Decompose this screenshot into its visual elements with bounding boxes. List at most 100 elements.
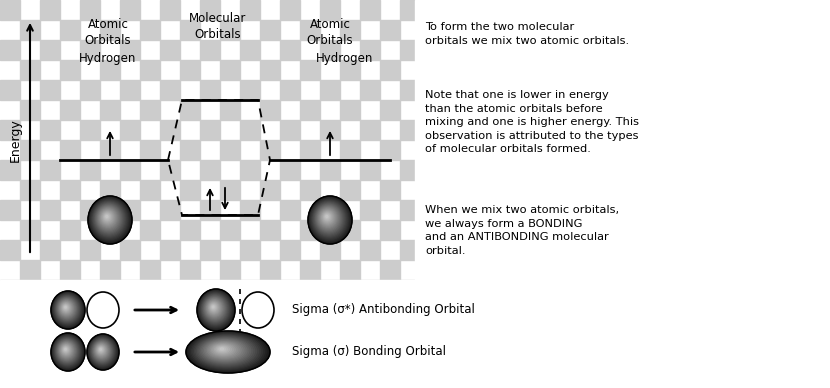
Ellipse shape <box>315 204 342 233</box>
Bar <box>600 0 620 20</box>
Bar <box>780 60 800 80</box>
Bar <box>820 340 830 360</box>
Ellipse shape <box>190 333 264 370</box>
Bar <box>760 40 780 60</box>
Ellipse shape <box>313 202 345 236</box>
Bar <box>80 120 100 140</box>
Ellipse shape <box>94 203 124 235</box>
Bar <box>280 120 300 140</box>
Bar <box>20 380 40 388</box>
Ellipse shape <box>205 298 223 319</box>
Bar <box>0 360 20 380</box>
Ellipse shape <box>104 213 110 221</box>
Ellipse shape <box>65 348 66 350</box>
Bar <box>400 160 420 180</box>
Ellipse shape <box>210 303 217 312</box>
Ellipse shape <box>310 198 349 241</box>
Bar <box>160 160 180 180</box>
Bar <box>300 20 320 40</box>
Bar <box>320 320 340 340</box>
Bar <box>0 80 20 100</box>
Bar <box>720 160 740 180</box>
Bar <box>280 160 300 180</box>
Bar <box>500 260 520 280</box>
Ellipse shape <box>55 338 80 365</box>
Bar <box>580 220 600 240</box>
Bar <box>40 40 60 60</box>
Bar <box>380 60 400 80</box>
Ellipse shape <box>97 206 120 231</box>
Ellipse shape <box>316 205 341 232</box>
Bar <box>380 300 400 320</box>
Ellipse shape <box>321 211 334 224</box>
Bar <box>140 60 160 80</box>
Ellipse shape <box>200 338 251 363</box>
Bar <box>480 360 500 380</box>
Ellipse shape <box>54 294 81 325</box>
Ellipse shape <box>196 336 256 366</box>
Ellipse shape <box>198 291 233 329</box>
Bar <box>660 100 680 120</box>
Bar <box>480 240 500 260</box>
Bar <box>640 120 660 140</box>
Ellipse shape <box>97 345 105 355</box>
Bar <box>420 380 440 388</box>
Bar <box>180 220 200 240</box>
Bar <box>540 300 560 320</box>
Bar <box>760 0 780 20</box>
Bar <box>500 180 520 200</box>
Bar <box>500 340 520 360</box>
Bar <box>580 180 600 200</box>
Ellipse shape <box>65 307 66 308</box>
Bar <box>200 40 220 60</box>
Bar <box>340 340 360 360</box>
Ellipse shape <box>88 196 132 244</box>
Bar <box>120 120 140 140</box>
Ellipse shape <box>92 200 127 239</box>
Bar <box>540 140 560 160</box>
Bar <box>740 220 760 240</box>
Ellipse shape <box>56 298 77 320</box>
Bar <box>120 360 140 380</box>
Bar <box>380 380 400 388</box>
Bar <box>60 60 80 80</box>
Ellipse shape <box>100 208 117 227</box>
Bar <box>400 360 420 380</box>
Bar <box>720 120 740 140</box>
Ellipse shape <box>57 340 76 361</box>
Bar <box>660 180 680 200</box>
Bar <box>540 60 560 80</box>
Bar <box>380 140 400 160</box>
Bar <box>360 320 380 340</box>
Bar <box>280 80 300 100</box>
Ellipse shape <box>55 337 81 366</box>
Ellipse shape <box>63 346 69 353</box>
Bar <box>200 240 220 260</box>
Bar <box>760 320 780 340</box>
Ellipse shape <box>201 293 230 325</box>
Bar <box>780 180 800 200</box>
Bar <box>660 260 680 280</box>
Bar <box>140 340 160 360</box>
Bar <box>540 380 560 388</box>
Ellipse shape <box>95 204 122 233</box>
Bar <box>60 20 80 40</box>
Bar <box>700 140 720 160</box>
Bar <box>700 180 720 200</box>
Bar <box>640 40 660 60</box>
Bar <box>580 260 600 280</box>
Bar <box>40 240 60 260</box>
Bar <box>520 160 540 180</box>
Bar <box>80 200 100 220</box>
Bar <box>260 60 280 80</box>
Ellipse shape <box>199 291 232 328</box>
Ellipse shape <box>206 341 243 359</box>
Bar <box>780 300 800 320</box>
Bar <box>100 20 120 40</box>
Bar <box>800 240 820 260</box>
Bar <box>460 100 480 120</box>
Bar <box>140 20 160 40</box>
Bar <box>100 100 120 120</box>
Ellipse shape <box>105 215 109 218</box>
Bar <box>20 60 40 80</box>
